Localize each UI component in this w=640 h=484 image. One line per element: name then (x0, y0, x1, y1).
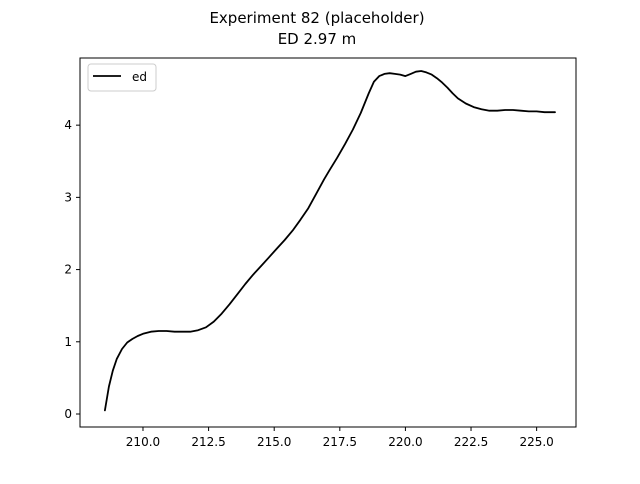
x-tick-label: 225.0 (519, 435, 553, 449)
x-tick-label: 217.5 (323, 435, 357, 449)
plot-frame (79, 57, 577, 428)
legend: ed (87, 63, 157, 92)
x-tick-label: 222.5 (454, 435, 488, 449)
series-line-ed (104, 70, 556, 412)
x-tick-label: 212.5 (191, 435, 225, 449)
y-tick-label: 2 (64, 263, 72, 277)
legend-box (87, 63, 157, 92)
x-tick-label: 215.0 (257, 435, 291, 449)
plot-area (104, 70, 556, 412)
chart-title: Experiment 82 (placeholder) (209, 9, 424, 27)
x-tick-label: 210.0 (126, 435, 160, 449)
legend-label-ed: ed (132, 70, 147, 84)
y-tick-label: 1 (64, 335, 72, 349)
y-tick-label: 3 (64, 190, 72, 204)
y-tick-label: 4 (64, 118, 72, 132)
y-tick-label: 0 (64, 407, 72, 421)
x-tick-label: 220.0 (388, 435, 422, 449)
chart-subtitle: ED 2.97 m (278, 30, 357, 48)
axes: 210.0 212.5 215.0 217.5 220.0 222.5 225.0 0 1 2 3 4 (64, 118, 553, 449)
